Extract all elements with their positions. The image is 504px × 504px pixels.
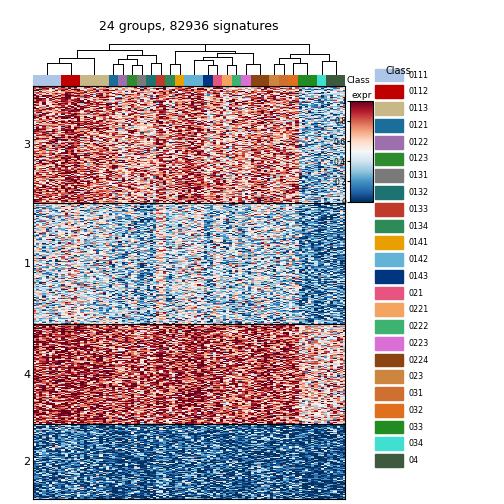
Text: 021: 021 xyxy=(408,289,423,297)
Bar xyxy=(375,119,403,132)
Bar xyxy=(279,75,288,86)
Bar xyxy=(375,236,403,249)
Bar xyxy=(156,75,165,86)
Bar xyxy=(137,75,146,86)
Bar xyxy=(326,75,345,86)
Bar xyxy=(375,437,403,450)
Bar xyxy=(118,75,128,86)
Bar xyxy=(375,102,403,115)
Text: 0134: 0134 xyxy=(408,222,428,230)
Text: 0122: 0122 xyxy=(408,138,428,147)
Bar xyxy=(375,370,403,383)
Text: 0131: 0131 xyxy=(408,171,428,180)
Title: expr: expr xyxy=(351,91,372,100)
Bar xyxy=(108,75,118,86)
Bar xyxy=(375,454,403,467)
Bar xyxy=(184,75,203,86)
Bar xyxy=(375,354,403,366)
Bar xyxy=(375,153,403,165)
Text: 0121: 0121 xyxy=(408,121,428,130)
Bar xyxy=(375,186,403,199)
Text: 0222: 0222 xyxy=(408,322,428,331)
Text: 0113: 0113 xyxy=(408,104,428,113)
Text: 0143: 0143 xyxy=(408,272,428,281)
Bar xyxy=(241,75,250,86)
Bar xyxy=(375,421,403,433)
Bar xyxy=(270,75,279,86)
Bar xyxy=(375,303,403,316)
Text: 04: 04 xyxy=(408,456,418,465)
Bar xyxy=(375,253,403,266)
Text: 24 groups, 82936 signatures: 24 groups, 82936 signatures xyxy=(99,20,279,33)
Bar xyxy=(288,75,298,86)
Bar xyxy=(128,75,137,86)
Bar xyxy=(375,387,403,400)
Bar xyxy=(80,75,108,86)
Text: 0111: 0111 xyxy=(408,71,428,80)
Bar xyxy=(61,75,80,86)
Bar xyxy=(203,75,213,86)
Text: 0142: 0142 xyxy=(408,255,428,264)
Text: 0141: 0141 xyxy=(408,238,428,247)
Bar xyxy=(375,287,403,299)
Text: 031: 031 xyxy=(408,389,423,398)
Text: 2: 2 xyxy=(23,457,31,467)
Text: 0221: 0221 xyxy=(408,305,428,314)
Bar xyxy=(213,75,222,86)
Bar xyxy=(375,320,403,333)
Bar xyxy=(375,169,403,182)
Text: 023: 023 xyxy=(408,372,423,382)
Bar xyxy=(232,75,241,86)
Text: 0224: 0224 xyxy=(408,356,428,364)
Bar xyxy=(165,75,175,86)
Bar xyxy=(375,337,403,350)
Bar xyxy=(375,270,403,283)
Text: 034: 034 xyxy=(408,439,423,449)
Text: Class: Class xyxy=(346,76,370,85)
Text: 0123: 0123 xyxy=(408,155,428,163)
Text: 032: 032 xyxy=(408,406,423,415)
Text: 3: 3 xyxy=(24,140,31,150)
Bar xyxy=(375,203,403,216)
Bar xyxy=(250,75,270,86)
Text: 0112: 0112 xyxy=(408,88,428,96)
Text: Class: Class xyxy=(385,66,411,76)
Bar xyxy=(298,75,317,86)
Bar xyxy=(175,75,184,86)
Bar xyxy=(375,136,403,149)
Text: 4: 4 xyxy=(23,369,31,380)
Text: 033: 033 xyxy=(408,423,423,431)
Bar xyxy=(375,69,403,82)
Bar xyxy=(375,86,403,98)
Text: 0132: 0132 xyxy=(408,188,428,197)
Text: 0133: 0133 xyxy=(408,205,428,214)
Text: 1: 1 xyxy=(24,259,31,269)
Bar xyxy=(33,75,61,86)
Bar xyxy=(375,404,403,417)
Bar xyxy=(146,75,156,86)
Bar xyxy=(222,75,232,86)
Bar xyxy=(375,220,403,232)
Bar xyxy=(317,75,326,86)
Text: 0223: 0223 xyxy=(408,339,428,348)
